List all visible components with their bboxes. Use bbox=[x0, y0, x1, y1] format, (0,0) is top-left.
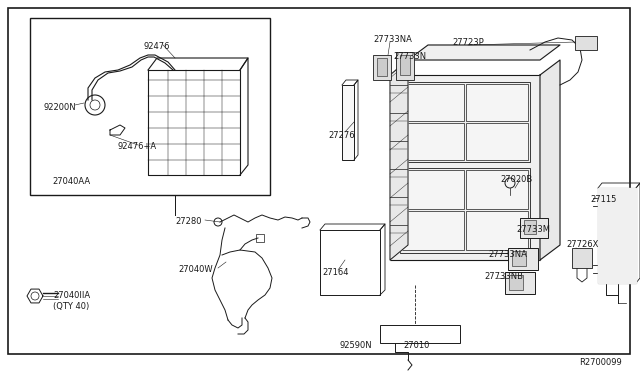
Text: 92590N: 92590N bbox=[340, 341, 372, 350]
Text: 27280: 27280 bbox=[175, 217, 202, 226]
Text: 27020B: 27020B bbox=[500, 175, 532, 184]
Text: 27733M: 27733M bbox=[516, 225, 550, 234]
Text: 27164: 27164 bbox=[322, 268, 349, 277]
Bar bbox=[396, 52, 414, 80]
Bar bbox=[402, 211, 464, 250]
Bar bbox=[466, 123, 528, 160]
Polygon shape bbox=[598, 188, 636, 283]
Text: 27040IIA: 27040IIA bbox=[53, 291, 90, 300]
Bar bbox=[524, 220, 536, 234]
Text: 27723P: 27723P bbox=[452, 38, 484, 47]
Bar bbox=[512, 251, 526, 266]
Bar bbox=[402, 123, 464, 160]
Bar bbox=[572, 248, 592, 268]
Text: R2700099: R2700099 bbox=[579, 358, 622, 367]
Bar bbox=[402, 170, 464, 209]
Text: 27726X: 27726X bbox=[566, 240, 598, 249]
Text: 27040W: 27040W bbox=[178, 265, 212, 274]
Polygon shape bbox=[408, 45, 560, 60]
Text: 27733NA: 27733NA bbox=[488, 250, 527, 259]
Bar bbox=[256, 234, 264, 242]
Text: 27276: 27276 bbox=[328, 131, 355, 140]
Text: 27010: 27010 bbox=[403, 341, 429, 350]
Bar bbox=[380, 325, 460, 343]
Bar bbox=[505, 272, 535, 294]
Text: 27733N: 27733N bbox=[393, 52, 426, 61]
Bar bbox=[400, 168, 530, 253]
Text: 92476+A: 92476+A bbox=[118, 142, 157, 151]
Bar bbox=[373, 55, 391, 80]
Bar bbox=[377, 58, 387, 76]
Text: 92200N: 92200N bbox=[43, 103, 76, 112]
Bar bbox=[575, 36, 597, 50]
Bar bbox=[466, 170, 528, 209]
Bar bbox=[342, 85, 354, 160]
Bar bbox=[400, 82, 530, 162]
Text: 27733NB: 27733NB bbox=[484, 272, 523, 281]
Polygon shape bbox=[390, 75, 540, 260]
Bar bbox=[466, 211, 528, 250]
Polygon shape bbox=[390, 60, 408, 260]
Polygon shape bbox=[27, 289, 43, 303]
Bar bbox=[520, 218, 548, 238]
Bar bbox=[508, 248, 538, 270]
Bar bbox=[400, 55, 410, 75]
Polygon shape bbox=[540, 60, 560, 260]
Text: 27115: 27115 bbox=[590, 195, 616, 204]
Bar bbox=[466, 84, 528, 121]
Bar bbox=[402, 84, 464, 121]
Bar bbox=[30, 18, 270, 195]
Text: (QTY 40): (QTY 40) bbox=[53, 302, 89, 311]
Text: 27040AA: 27040AA bbox=[52, 177, 90, 186]
Bar bbox=[509, 275, 523, 290]
Text: 92476: 92476 bbox=[143, 42, 170, 51]
Text: 27733NA: 27733NA bbox=[373, 35, 412, 44]
